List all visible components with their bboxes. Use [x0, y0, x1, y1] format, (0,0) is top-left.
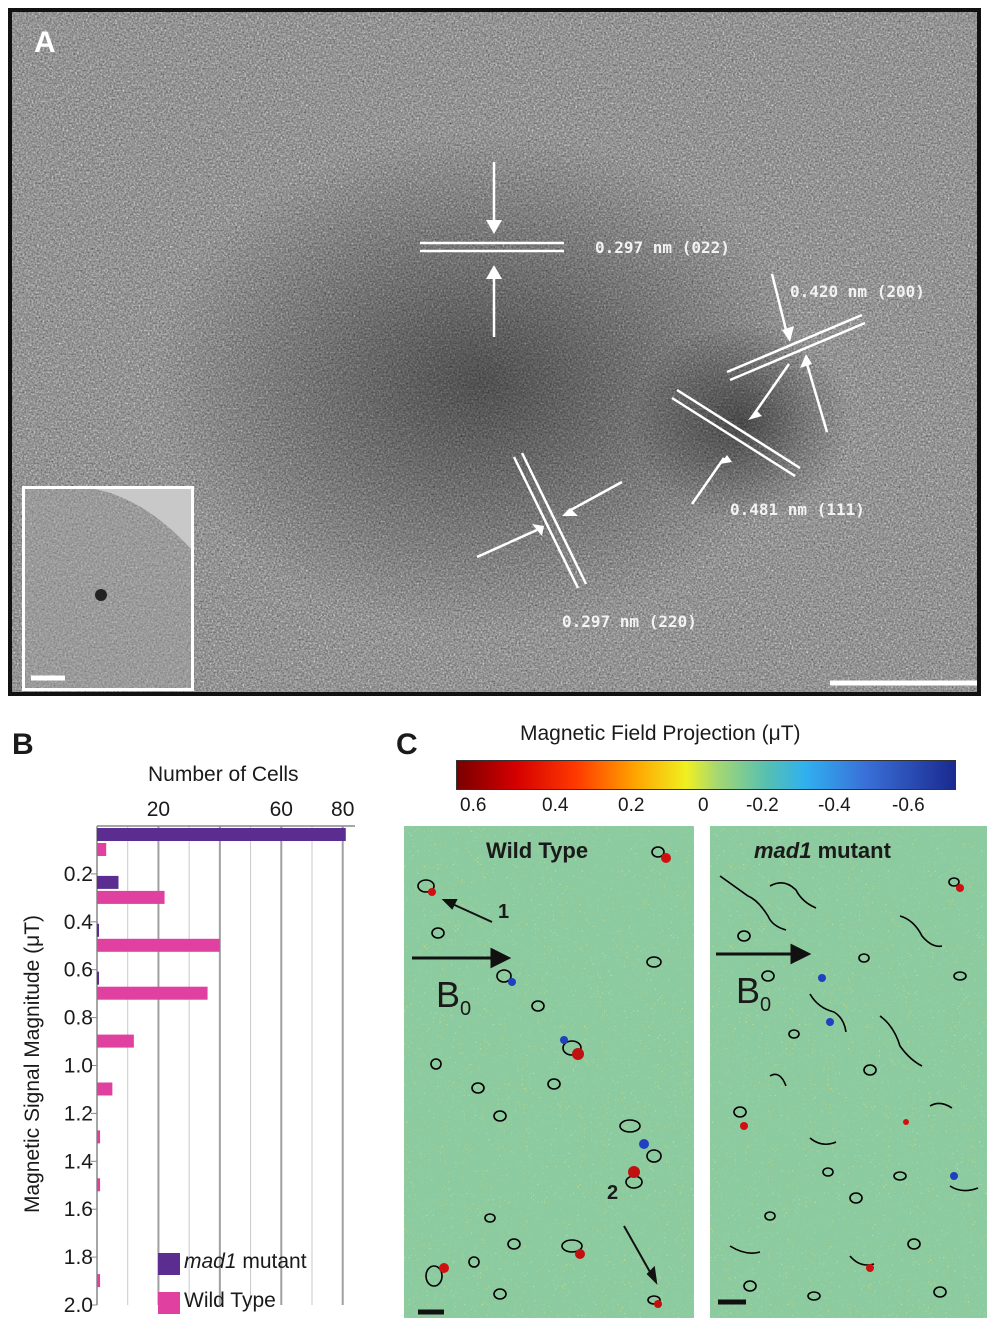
wild-type-field-map: Wild Type 1 2 B0 [404, 826, 694, 1318]
colorbar-tick: 0.2 [618, 795, 645, 816]
y-tick-label: 0.8 [64, 1007, 93, 1030]
colorbar-title: Magnetic Field Projection (μT) [520, 722, 801, 745]
bar-wild-type [97, 890, 165, 904]
legend-swatch-mutant [158, 1253, 180, 1275]
y-tick-label: 0.6 [64, 959, 93, 982]
colorbar-tick: -0.4 [818, 795, 851, 816]
y-tick-label: 1.2 [64, 1102, 93, 1125]
map-title-mad1-mutant: mad1 mutant [754, 838, 891, 863]
y-tick-label: 1.4 [64, 1150, 94, 1173]
field-label: B0 [736, 970, 772, 1017]
colorbar-tick: -0.6 [892, 795, 925, 816]
colorbar-tick: 0.4 [542, 795, 569, 816]
y-tick-label: 1.0 [64, 1055, 93, 1078]
bar-wild-type [97, 1274, 101, 1288]
x-axis-title: Number of Cells [148, 763, 299, 786]
colorbar [456, 760, 956, 790]
bar-wild-type [97, 986, 208, 1000]
legend-label-wild: Wild Type [184, 1289, 276, 1312]
bar-wild-type [97, 1034, 134, 1048]
inset-overview-image [22, 486, 194, 691]
map-title-wild-type: Wild Type [486, 838, 589, 863]
colorbar-tick: 0 [698, 795, 709, 816]
bar-mutant [97, 828, 346, 841]
bar-wild-type [97, 1130, 101, 1144]
panel-label-c: C [396, 728, 418, 761]
bar-mutant [97, 971, 99, 985]
x-tick-label: 60 [270, 798, 293, 821]
mad1-mutant-field-map: mad1 mutant B0 [710, 826, 987, 1318]
bar-chart: 20 60 80 0.2 0.4 0.6 0.8 1.0 1.2 1.4 1.6 1.8 2.0 [64, 798, 355, 1317]
legend-label-mutant: mad1 mutant [184, 1250, 307, 1273]
y-tick-label: 0.2 [64, 863, 93, 886]
tem-micrograph: A 0.297 nm (022) 0.420 nm (200) 0.481 nm… [8, 8, 981, 696]
arrow-label-1: 1 [498, 901, 510, 923]
annotation-022: 0.297 nm (022) [595, 238, 730, 257]
bar-mutant [97, 923, 99, 937]
x-tick-label: 80 [331, 798, 354, 821]
y-tick-label: 0.4 [64, 911, 94, 934]
panel-label-a: A [34, 26, 56, 59]
y-tick-label: 2.0 [64, 1294, 93, 1317]
y-tick-label: 1.6 [64, 1198, 93, 1221]
bar-wild-type [97, 938, 220, 952]
colorbar-tick: -0.2 [746, 795, 779, 816]
arrow-label-2: 2 [607, 1182, 619, 1204]
x-tick-label: 20 [147, 798, 170, 821]
annotation-111: 0.481 nm (111) [730, 500, 865, 519]
legend-swatch-wild [158, 1292, 180, 1314]
field-label: B0 [436, 974, 472, 1021]
colorbar-tick: 0.6 [460, 795, 487, 816]
y-tick-label: 1.8 [64, 1246, 93, 1269]
bar-wild-type [97, 843, 107, 856]
bar-wild-type [97, 1082, 113, 1096]
bar-mutant [97, 875, 119, 889]
annotation-220: 0.297 nm (220) [562, 612, 697, 631]
annotation-200: 0.420 nm (200) [790, 282, 925, 301]
panel-label-b: B [12, 728, 34, 761]
bar-wild-type [97, 1178, 101, 1192]
